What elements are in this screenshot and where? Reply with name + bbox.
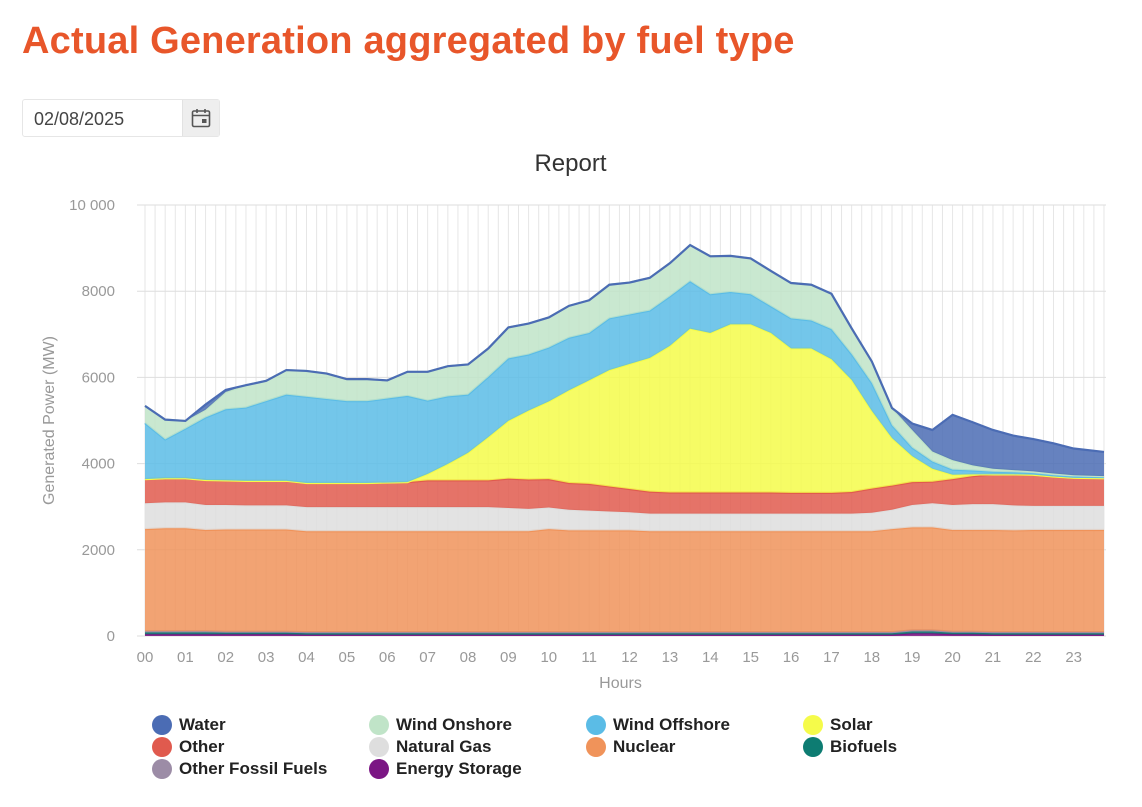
y-tick-label: 6000 xyxy=(82,369,115,386)
x-tick-label: 01 xyxy=(177,649,194,666)
date-input[interactable]: 02/08/2025 xyxy=(34,109,125,129)
legend-marker xyxy=(369,736,389,757)
y-tick-label: 10 000 xyxy=(69,197,115,214)
y-tick-label: 8000 xyxy=(82,283,115,300)
legend-label: Wind Onshore xyxy=(396,714,513,734)
legend-item[interactable]: Wind Onshore xyxy=(369,714,512,735)
calendar-icon xyxy=(191,109,211,128)
x-tick-label: 07 xyxy=(419,649,436,666)
x-tick-label: 03 xyxy=(258,649,275,666)
legend-label: Biofuels xyxy=(830,736,898,756)
area-nuclear xyxy=(145,527,1104,633)
legend-marker xyxy=(369,714,389,735)
x-tick-label: 12 xyxy=(621,649,638,666)
x-tick-label: 05 xyxy=(339,649,356,666)
y-axis-label: Generated Power (MW) xyxy=(41,336,58,505)
x-tick-label: 00 xyxy=(137,649,154,666)
legend-label: Other Fossil Fuels xyxy=(179,758,328,778)
calendar-button[interactable] xyxy=(182,100,219,136)
x-tick-label: 15 xyxy=(742,649,759,666)
x-tick-label: 06 xyxy=(379,649,396,666)
legend-label: Natural Gas xyxy=(396,736,492,756)
x-tick-label: 14 xyxy=(702,649,719,666)
x-tick-label: 16 xyxy=(783,649,800,666)
legend-item[interactable]: Biofuels xyxy=(803,736,897,757)
legend-label: Energy Storage xyxy=(396,758,522,778)
x-tick-label: 23 xyxy=(1065,649,1082,666)
y-tick-label: 4000 xyxy=(82,456,115,473)
area-wind-offshore xyxy=(145,281,1104,483)
legend-item[interactable]: Other xyxy=(152,736,224,757)
legend-item[interactable]: Energy Storage xyxy=(369,758,522,779)
x-tick-label: 21 xyxy=(985,649,1002,666)
legend-label: Water xyxy=(179,714,226,734)
y-tick-label: 0 xyxy=(107,628,115,645)
legend-label: Solar xyxy=(830,714,873,734)
legend-label: Wind Offshore xyxy=(613,714,730,734)
legend-item[interactable]: Wind Offshore xyxy=(586,714,730,735)
area-water xyxy=(145,245,1104,477)
x-tick-label: 17 xyxy=(823,649,840,666)
legend-marker xyxy=(803,714,823,735)
page-title: Actual Generation aggregated by fuel typ… xyxy=(22,20,795,62)
legend-marker xyxy=(586,714,606,735)
x-tick-label: 10 xyxy=(540,649,557,666)
chart-title: Report xyxy=(534,150,606,177)
x-tick-label: 11 xyxy=(581,649,597,666)
date-picker[interactable]: 02/08/2025 xyxy=(22,99,220,137)
area-solar xyxy=(145,324,1104,493)
x-tick-label: 19 xyxy=(904,649,921,666)
area-natural-gas xyxy=(145,502,1104,532)
x-tick-label: 22 xyxy=(1025,649,1042,666)
legend-marker xyxy=(369,758,389,779)
x-tick-label: 20 xyxy=(944,649,961,666)
legend-item[interactable]: Nuclear xyxy=(586,736,675,757)
chart-legend: Water Wind Onshore Wind Offshore Solar Other… xyxy=(152,714,1052,784)
generation-chart: Report 0 2000 4000 6000 8000 10 000 00 01 02 03 04 0… xyxy=(41,150,1106,692)
area-wind-onshore xyxy=(145,245,1104,477)
legend-marker xyxy=(152,714,172,735)
x-tick-label: 09 xyxy=(500,649,517,666)
area-other xyxy=(145,474,1104,514)
legend-item[interactable]: Water xyxy=(152,714,226,735)
x-tick-label: 04 xyxy=(298,649,315,666)
legend-item[interactable]: Solar xyxy=(803,714,873,735)
x-tick-label: 08 xyxy=(460,649,477,666)
legend-item[interactable]: Other Fossil Fuels xyxy=(152,758,327,779)
x-tick-label: 18 xyxy=(863,649,880,666)
legend-label: Nuclear xyxy=(613,736,676,756)
legend-marker xyxy=(152,758,172,779)
legend-marker xyxy=(803,736,823,757)
x-axis-label: Hours xyxy=(599,675,642,692)
legend-marker xyxy=(152,736,172,757)
legend-item[interactable]: Natural Gas xyxy=(369,736,491,757)
y-tick-label: 2000 xyxy=(82,542,115,559)
line-water xyxy=(144,243,1105,454)
legend-marker xyxy=(586,736,606,757)
x-tick-label: 02 xyxy=(217,649,234,666)
x-tick-label: 13 xyxy=(662,649,679,666)
legend-label: Other xyxy=(179,736,225,756)
